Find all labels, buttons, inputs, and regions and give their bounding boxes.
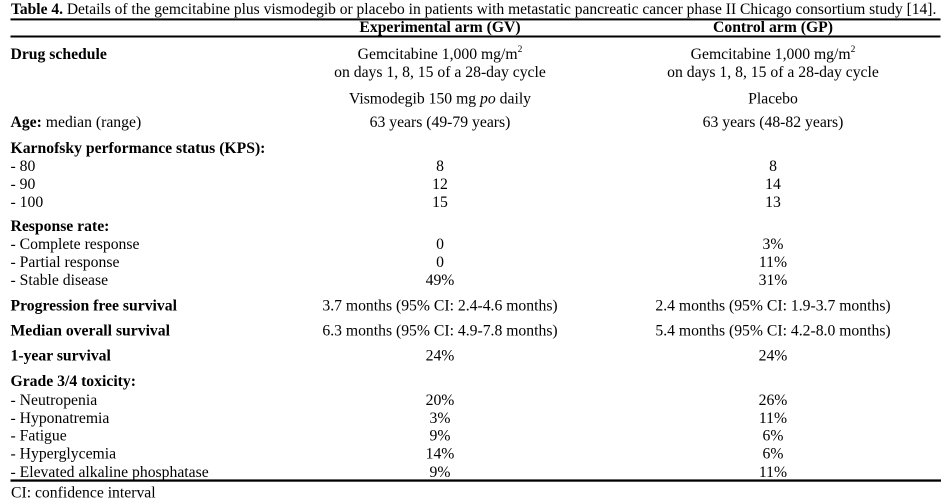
svg-text:63 years (48-82 years): 63 years (48-82 years) [703,114,844,131]
svg-text:- 80: - 80 [11,158,36,175]
svg-text:Gemcitabine 1,000 mg/m2: Gemcitabine 1,000 mg/m2 [691,45,856,63]
svg-text:Age: median (range): Age: median (range) [11,114,142,131]
svg-text:6%: 6% [763,428,784,445]
svg-text:Vismodegib 150 mg po daily: Vismodegib 150 mg po daily [349,90,531,107]
svg-text:Median overall survival: Median overall survival [11,323,171,340]
svg-text:20%: 20% [426,392,455,409]
svg-text:Control arm (GP): Control arm (GP) [713,19,833,36]
svg-text:on days 1, 8, 15 of a 28-day c: on days 1, 8, 15 of a 28-day cycle [334,64,546,81]
svg-text:15: 15 [432,194,448,211]
svg-text:8: 8 [769,158,777,175]
svg-text:31%: 31% [759,272,788,289]
svg-text:- 100: - 100 [11,194,44,211]
svg-text:8: 8 [436,158,444,175]
svg-text:Table 4. Details of the gemcit: Table 4. Details of the gemcitabine plus… [11,1,936,18]
svg-text:9%: 9% [430,464,451,481]
svg-text:Gemcitabine 1,000 mg/m2: Gemcitabine 1,000 mg/m2 [358,45,523,63]
svg-text:24%: 24% [426,348,455,365]
svg-text:on days 1, 8, 15 of a 28-day c: on days 1, 8, 15 of a 28-day cycle [667,64,879,81]
svg-text:- Hyponatremia: - Hyponatremia [11,410,110,427]
svg-text:3%: 3% [430,410,451,427]
svg-text:2.4 months (95% CI: 1.9-3.7 mo: 2.4 months (95% CI: 1.9-3.7 months) [655,298,890,315]
svg-text:11%: 11% [759,464,787,481]
svg-text:11%: 11% [759,410,787,427]
svg-text:Grade 3/4 toxicity:: Grade 3/4 toxicity: [11,373,136,390]
svg-text:3.7 months (95% CI: 2.4-4.6 mo: 3.7 months (95% CI: 2.4-4.6 months) [322,298,557,315]
svg-text:- Elevated alkaline phosphatas: - Elevated alkaline phosphatase [11,464,209,481]
svg-text:- Complete response: - Complete response [11,236,140,253]
svg-text:6.3 months (95% CI: 4.9-7.8 mo: 6.3 months (95% CI: 4.9-7.8 months) [322,323,557,340]
svg-text:13: 13 [765,194,781,211]
svg-text:Response rate:: Response rate: [11,218,110,235]
svg-text:- Neutropenia: - Neutropenia [11,392,98,409]
svg-text:63 years (49-79 years): 63 years (49-79 years) [370,114,511,131]
svg-text:Karnofsky performance status (: Karnofsky performance status (KPS): [11,140,266,157]
svg-text:26%: 26% [759,392,788,409]
svg-text:Placebo: Placebo [748,90,798,107]
svg-text:CI: confidence interval: CI: confidence interval [11,485,156,499]
svg-text:- Fatigue: - Fatigue [11,428,67,445]
svg-text:0: 0 [436,236,444,253]
svg-text:49%: 49% [426,272,455,289]
svg-text:- Partial response: - Partial response [11,254,120,271]
svg-text:- Hyperglycemia: - Hyperglycemia [11,446,117,463]
svg-text:14%: 14% [426,446,455,463]
svg-text:1-year survival: 1-year survival [11,348,112,365]
svg-text:3%: 3% [763,236,784,253]
svg-text:6%: 6% [763,446,784,463]
svg-text:- 90: - 90 [11,176,36,193]
svg-text:24%: 24% [759,348,788,365]
svg-text:5.4 months (95% CI: 4.2-8.0 mo: 5.4 months (95% CI: 4.2-8.0 months) [655,323,890,340]
svg-text:11%: 11% [759,254,787,271]
svg-text:Experimental arm (GV): Experimental arm (GV) [359,19,520,36]
svg-text:- Stable disease: - Stable disease [11,272,109,289]
svg-text:Progression free survival: Progression free survival [11,298,178,315]
svg-text:9%: 9% [430,428,451,445]
svg-text:0: 0 [436,254,444,271]
svg-text:14: 14 [765,176,781,193]
svg-text:12: 12 [432,176,448,193]
svg-text:Drug schedule: Drug schedule [11,46,107,63]
